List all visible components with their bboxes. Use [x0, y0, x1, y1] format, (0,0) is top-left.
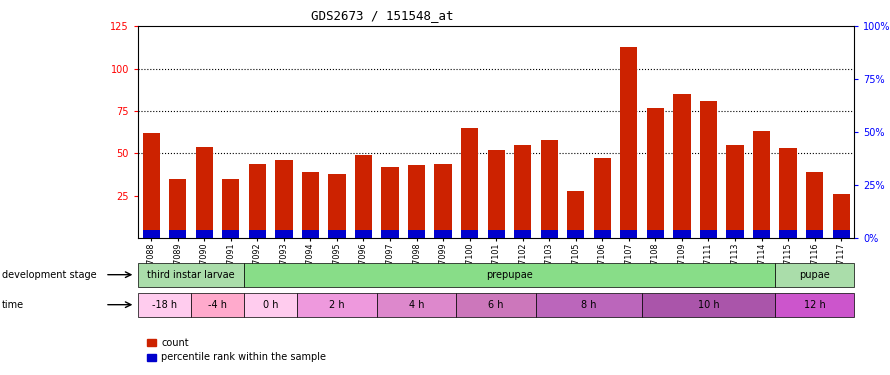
Bar [355, 155, 372, 238]
Bar [169, 230, 186, 238]
Bar [222, 179, 239, 238]
Text: GDS2673 / 151548_at: GDS2673 / 151548_at [312, 9, 454, 22]
Bar [408, 230, 425, 238]
Bar [248, 164, 266, 238]
Bar [775, 262, 854, 287]
Bar [806, 172, 823, 238]
Bar [169, 179, 186, 238]
Text: -4 h: -4 h [208, 300, 227, 310]
Bar [302, 172, 319, 238]
Bar [514, 145, 531, 238]
Bar [244, 262, 775, 287]
Bar [434, 164, 452, 238]
Bar [461, 230, 478, 238]
Bar [488, 150, 505, 238]
Text: 12 h: 12 h [804, 300, 825, 310]
Bar [514, 230, 531, 238]
Bar [302, 230, 319, 238]
Bar [540, 140, 558, 238]
Bar [196, 147, 213, 238]
Text: 6 h: 6 h [489, 300, 504, 310]
Bar [832, 194, 850, 238]
Bar [620, 46, 637, 238]
Bar [832, 230, 850, 238]
Bar [297, 292, 376, 317]
Bar [355, 230, 372, 238]
Text: 10 h: 10 h [698, 300, 719, 310]
Bar [780, 230, 797, 238]
Bar [567, 230, 585, 238]
Bar [142, 230, 160, 238]
Bar [700, 230, 717, 238]
Bar [382, 230, 399, 238]
Bar [647, 108, 664, 238]
Text: -18 h: -18 h [152, 300, 177, 310]
Bar [275, 160, 293, 238]
Bar [275, 230, 293, 238]
Bar [138, 292, 191, 317]
Bar [775, 292, 854, 317]
Text: 0 h: 0 h [263, 300, 279, 310]
Bar [753, 131, 770, 238]
Bar [567, 190, 585, 238]
Bar [328, 174, 345, 238]
Bar [244, 292, 297, 317]
Text: third instar larvae: third instar larvae [147, 270, 235, 280]
Bar [434, 230, 452, 238]
Bar [191, 292, 244, 317]
Text: prepupae: prepupae [486, 270, 533, 280]
Bar [536, 292, 642, 317]
Bar [594, 230, 611, 238]
Bar [726, 230, 744, 238]
Bar [328, 230, 345, 238]
Text: 2 h: 2 h [329, 300, 344, 310]
Bar [647, 230, 664, 238]
Bar [726, 145, 744, 238]
Bar [138, 262, 244, 287]
Bar [806, 230, 823, 238]
Bar [642, 292, 775, 317]
Text: 8 h: 8 h [581, 300, 597, 310]
Bar [382, 167, 399, 238]
Bar [753, 230, 770, 238]
Bar [780, 148, 797, 238]
Bar [674, 230, 691, 238]
Bar [222, 230, 239, 238]
Bar [674, 94, 691, 238]
Bar [461, 128, 478, 238]
Bar [594, 159, 611, 238]
Bar [488, 230, 505, 238]
Text: pupae: pupae [799, 270, 830, 280]
Bar [196, 230, 213, 238]
Text: 4 h: 4 h [409, 300, 425, 310]
Bar [457, 292, 536, 317]
Bar [700, 101, 717, 238]
Text: time: time [2, 300, 24, 310]
Text: development stage: development stage [2, 270, 96, 280]
Bar [142, 133, 160, 238]
Bar [620, 230, 637, 238]
Bar [376, 292, 457, 317]
Legend: count, percentile rank within the sample: count, percentile rank within the sample [142, 334, 330, 366]
Bar [408, 165, 425, 238]
Bar [540, 230, 558, 238]
Bar [248, 230, 266, 238]
